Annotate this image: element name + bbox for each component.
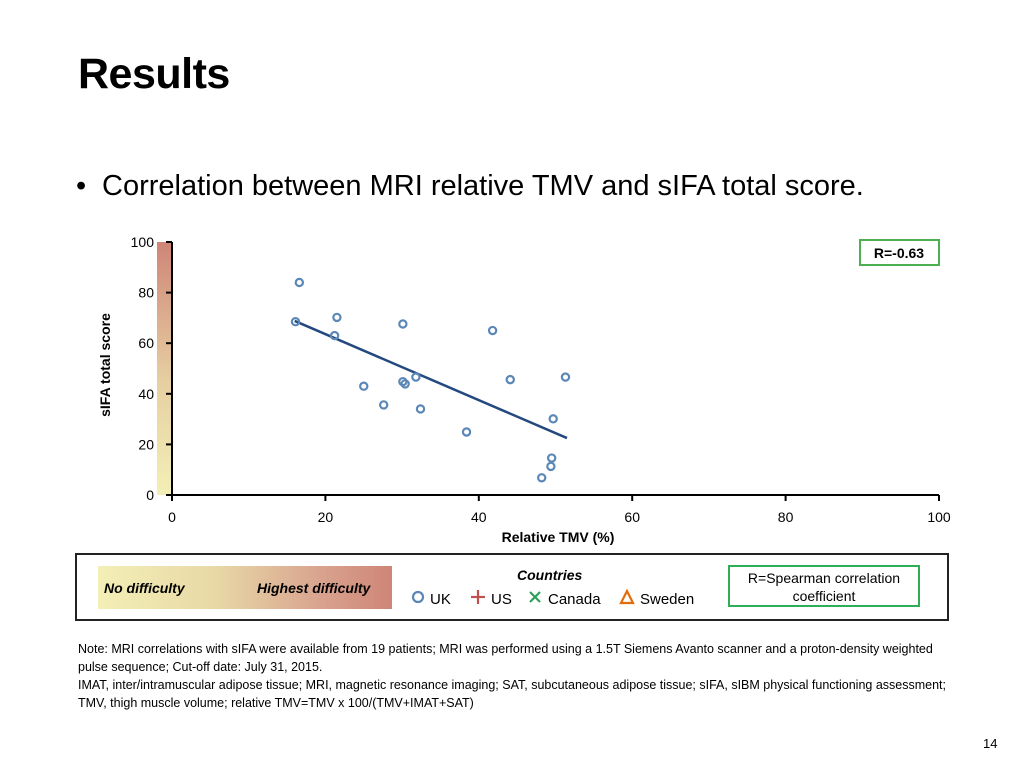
slide-title: Results: [78, 50, 230, 98]
data-point: [411, 372, 421, 382]
page-number: 14: [983, 736, 998, 751]
data-point: [548, 414, 558, 424]
y-axis-label: sIFA total score: [97, 313, 113, 417]
trendline: [294, 319, 568, 440]
data-point: [378, 400, 389, 410]
data-point: [332, 312, 342, 323]
spearman-line-1: R=Spearman correlation: [747, 570, 901, 586]
triangle-icon: [619, 589, 635, 605]
y-tick-label: 80: [138, 285, 154, 301]
bullet-dot-icon: •: [76, 170, 87, 202]
data-point: [398, 319, 408, 329]
cross-icon: [529, 591, 541, 603]
data-point: [290, 316, 301, 327]
data-point: [546, 453, 557, 463]
countries-title: Countries: [517, 567, 583, 583]
data-point: [560, 372, 571, 382]
footnote-line-2: IMAT, inter/intramuscular adipose tissue…: [78, 678, 946, 710]
x-tick-label: 80: [778, 509, 794, 525]
correlation-annotation: R=-0.63: [874, 245, 924, 261]
correlation-annotation-box: [859, 239, 940, 266]
data-point: [415, 404, 426, 414]
plus-icon: [471, 590, 485, 604]
bullet-point: • Correlation between MRI relative TMV an…: [76, 170, 864, 203]
x-tick-label: 20: [318, 509, 334, 525]
spearman-note-box: R=Spearman correlation coefficient: [728, 565, 920, 607]
x-tick-label: 0: [168, 509, 176, 525]
y-tick-label: 60: [138, 335, 154, 351]
difficulty-gradient-bar: [98, 566, 392, 609]
y-tick-label: 0: [146, 487, 154, 503]
x-tick-label: 60: [624, 509, 640, 525]
footnote-line-1: Note: MRI correlations with sIFA were av…: [78, 642, 933, 674]
footnote: Note: MRI correlations with sIFA were av…: [78, 640, 958, 712]
legend-country-uk: UK: [430, 591, 451, 608]
scatter-chart: 0 20 40 60 80 100 0 20 40 60 80 100 Relative TMV (%…: [97, 234, 951, 545]
y-tick-label: 20: [138, 436, 154, 452]
x-axis-label: Relative TMV (%): [502, 529, 615, 545]
circle-icon: [411, 590, 425, 604]
data-point: [400, 379, 410, 389]
data-point: [505, 374, 515, 385]
y-tick-label: 100: [131, 234, 155, 250]
data-point: [294, 277, 305, 288]
data-point: [359, 381, 369, 391]
data-point: [329, 330, 340, 341]
data-point: [487, 325, 498, 336]
legend-country-canada: Canada: [548, 591, 601, 608]
no-difficulty-label: No difficulty: [104, 580, 185, 596]
x-tick-label: 100: [927, 509, 951, 525]
legend-country-us: US: [491, 591, 512, 608]
bullet-text: Correlation between MRI relative TMV and…: [102, 170, 864, 202]
data-point: [461, 427, 472, 437]
difficulty-gradient-axis: [157, 242, 172, 495]
data-point: [536, 473, 547, 483]
spearman-line-2: coefficient: [792, 588, 856, 604]
data-point: [546, 461, 556, 472]
legend-box: [75, 553, 949, 621]
highest-difficulty-label: Highest difficulty: [257, 580, 371, 596]
y-tick-label: 40: [138, 386, 154, 402]
x-tick-label: 40: [471, 509, 487, 525]
legend-country-sweden: Sweden: [640, 591, 695, 608]
